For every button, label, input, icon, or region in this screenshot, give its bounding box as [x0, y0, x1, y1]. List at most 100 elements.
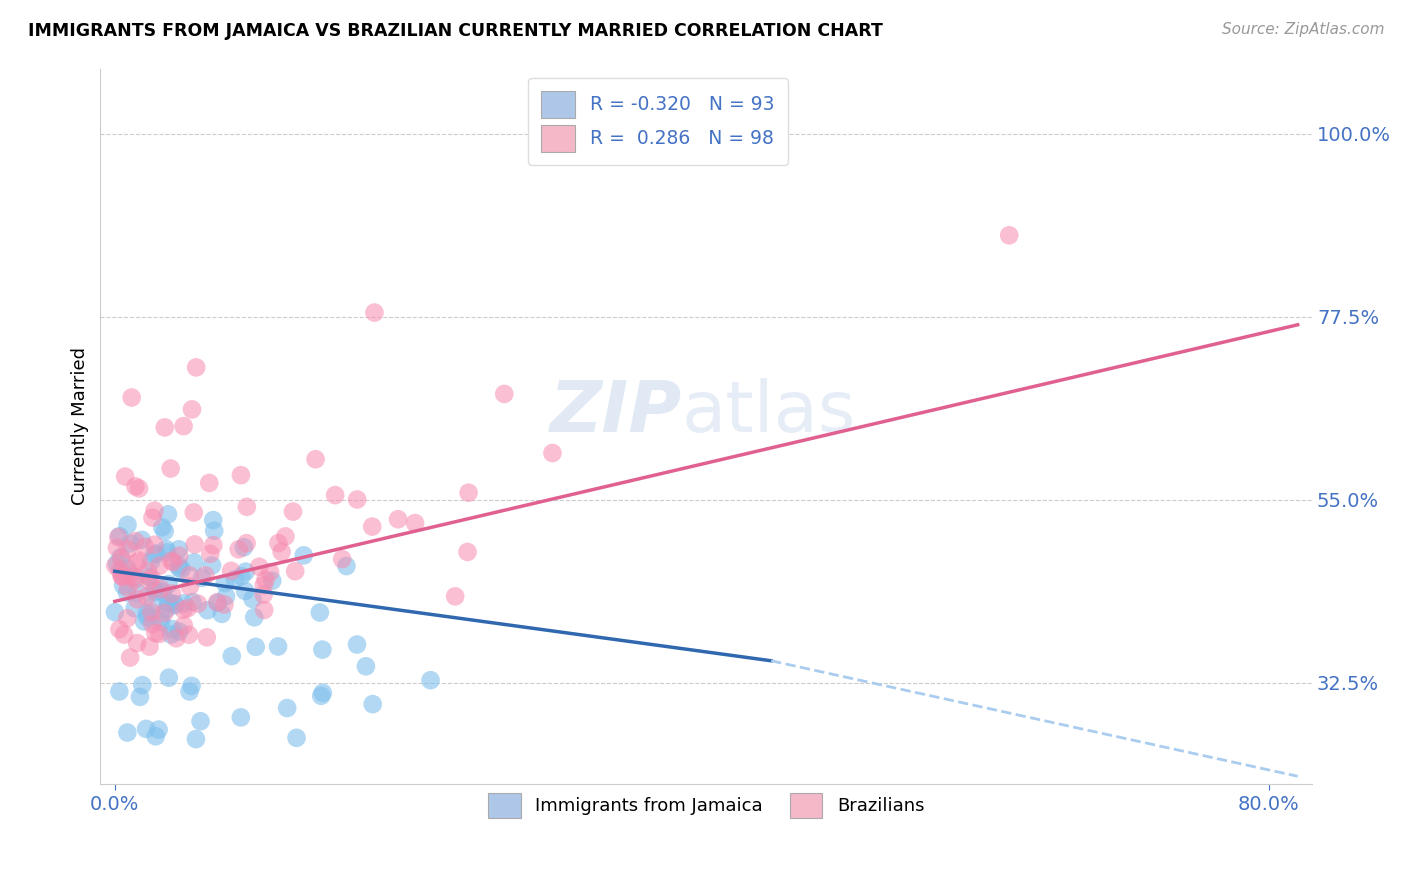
- Point: [173, 419, 195, 434]
- Point: [330, 552, 353, 566]
- Point: [149, 558, 172, 573]
- Point: [138, 574, 160, 588]
- Point: [163, 598, 186, 612]
- Point: [107, 530, 129, 544]
- Point: [131, 678, 153, 692]
- Point: [110, 551, 132, 566]
- Point: [141, 571, 163, 585]
- Point: [124, 479, 146, 493]
- Point: [243, 610, 266, 624]
- Point: [138, 570, 160, 584]
- Point: [173, 618, 195, 632]
- Point: [214, 576, 236, 591]
- Point: [281, 505, 304, 519]
- Point: [112, 627, 135, 641]
- Point: [111, 570, 134, 584]
- Point: [117, 542, 139, 557]
- Point: [160, 627, 183, 641]
- Point: [108, 622, 131, 636]
- Point: [183, 537, 205, 551]
- Point: [253, 578, 276, 592]
- Point: [169, 549, 191, 563]
- Point: [202, 538, 225, 552]
- Point: [312, 686, 335, 700]
- Point: [224, 572, 246, 586]
- Point: [115, 561, 138, 575]
- Point: [150, 520, 173, 534]
- Point: [179, 579, 201, 593]
- Point: [186, 360, 208, 375]
- Point: [207, 596, 229, 610]
- Point: [541, 446, 564, 460]
- Point: [143, 626, 166, 640]
- Point: [134, 540, 156, 554]
- Point: [998, 228, 1021, 243]
- Point: [110, 564, 132, 578]
- Point: [135, 722, 157, 736]
- Point: [111, 568, 134, 582]
- Point: [122, 570, 145, 584]
- Point: [167, 558, 190, 573]
- Point: [124, 570, 146, 584]
- Point: [179, 568, 201, 582]
- Point: [253, 603, 276, 617]
- Point: [155, 542, 177, 557]
- Point: [457, 485, 479, 500]
- Point: [304, 452, 326, 467]
- Point: [117, 725, 139, 739]
- Point: [231, 569, 253, 583]
- Point: [361, 697, 384, 711]
- Point: [153, 420, 176, 434]
- Point: [115, 585, 138, 599]
- Point: [274, 529, 297, 543]
- Point: [335, 559, 357, 574]
- Point: [346, 638, 368, 652]
- Point: [235, 565, 257, 579]
- Point: [254, 573, 277, 587]
- Point: [276, 701, 298, 715]
- Point: [181, 595, 204, 609]
- Point: [354, 659, 377, 673]
- Point: [117, 517, 139, 532]
- Point: [444, 590, 467, 604]
- Point: [145, 546, 167, 560]
- Point: [309, 689, 332, 703]
- Point: [259, 565, 281, 579]
- Point: [262, 574, 284, 588]
- Point: [173, 596, 195, 610]
- Point: [128, 554, 150, 568]
- Point: [252, 588, 274, 602]
- Point: [141, 617, 163, 632]
- Point: [194, 568, 217, 582]
- Point: [148, 723, 170, 737]
- Point: [115, 611, 138, 625]
- Point: [214, 598, 236, 612]
- Point: [156, 508, 179, 522]
- Point: [228, 542, 250, 557]
- Point: [105, 557, 128, 571]
- Point: [143, 503, 166, 517]
- Point: [124, 601, 146, 615]
- Point: [197, 603, 219, 617]
- Point: [229, 710, 252, 724]
- Point: [346, 492, 368, 507]
- Point: [184, 732, 207, 747]
- Point: [215, 590, 238, 604]
- Point: [187, 597, 209, 611]
- Point: [173, 603, 195, 617]
- Point: [292, 549, 315, 563]
- Point: [387, 512, 409, 526]
- Point: [127, 636, 149, 650]
- Point: [170, 562, 193, 576]
- Point: [219, 564, 242, 578]
- Point: [162, 555, 184, 569]
- Point: [211, 607, 233, 621]
- Point: [232, 541, 254, 555]
- Point: [145, 729, 167, 743]
- Point: [150, 610, 173, 624]
- Text: Source: ZipAtlas.com: Source: ZipAtlas.com: [1222, 22, 1385, 37]
- Point: [120, 536, 142, 550]
- Point: [120, 650, 142, 665]
- Point: [110, 569, 132, 583]
- Point: [153, 606, 176, 620]
